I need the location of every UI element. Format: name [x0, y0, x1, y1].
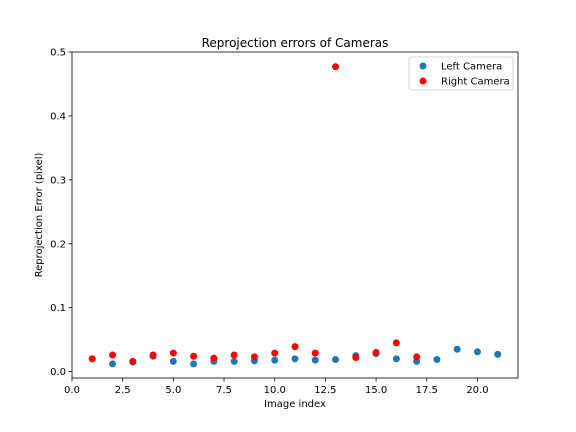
x-axis: 0.0 2.5 5.0 7.5 10.0 12.5 15.0 17.5 20.0: [64, 378, 489, 396]
data-point-left-camera: [332, 355, 340, 363]
x-tick-label: 20.0: [466, 385, 488, 396]
y-axis-label: Reprojection Error (pixel): [34, 153, 45, 278]
legend: Left Camera Right Camera: [408, 56, 514, 91]
data-point-right-camera: [230, 351, 238, 359]
data-point-left-camera: [190, 360, 198, 368]
y-tick-label: 0.4: [50, 111, 66, 122]
plot-frame: [71, 51, 519, 379]
data-point-left-camera: [473, 348, 481, 356]
data-point-left-camera: [291, 355, 299, 363]
data-point-right-camera: [190, 352, 198, 360]
data-point-right-camera: [311, 349, 319, 357]
data-point-right-camera: [149, 351, 157, 359]
y-tick-label: 0.1: [50, 303, 66, 314]
x-axis-label: Image index: [264, 399, 326, 410]
data-point-right-camera: [169, 349, 177, 357]
x-tick-label: 12.5: [314, 385, 336, 396]
data-point-left-camera: [311, 356, 319, 364]
y-tick-label: 0.2: [50, 239, 66, 250]
data-point-left-camera: [453, 345, 461, 353]
legend-marker-right-camera: [419, 77, 427, 85]
data-point-right-camera: [392, 339, 400, 347]
y-tick-label: 0.3: [50, 175, 66, 186]
x-tick-label: 17.5: [416, 385, 438, 396]
data-point-left-camera: [169, 357, 177, 365]
data-point-right-camera: [109, 351, 117, 359]
data-point-right-camera: [372, 348, 380, 356]
data-point-right-camera: [352, 354, 360, 362]
data-point-right-camera: [332, 63, 340, 71]
data-points: [88, 63, 502, 368]
data-point-right-camera: [210, 354, 218, 362]
y-tick-label: 0.0: [50, 367, 66, 378]
data-point-left-camera: [109, 360, 117, 368]
data-point-left-camera: [271, 356, 279, 364]
legend-box: [408, 56, 514, 91]
x-tick-label: 7.5: [216, 385, 232, 396]
legend-marker-left-camera: [419, 62, 427, 70]
x-tick-label: 0.0: [64, 385, 80, 396]
data-point-right-camera: [250, 353, 258, 361]
x-tick-label: 15.0: [365, 385, 387, 396]
legend-label-left-camera: Left Camera: [441, 62, 502, 73]
data-point-right-camera: [271, 349, 279, 357]
data-point-right-camera: [291, 343, 299, 351]
y-axis: 0.0 0.1 0.2 0.3 0.4 0.5: [50, 48, 72, 378]
x-tick-label: 2.5: [115, 385, 131, 396]
x-tick-label: 5.0: [165, 385, 181, 396]
data-point-right-camera: [88, 355, 96, 363]
x-tick-label: 10.0: [264, 385, 286, 396]
plot-area: [72, 52, 518, 378]
data-point-left-camera: [392, 355, 400, 363]
data-point-left-camera: [433, 355, 441, 363]
data-point-left-camera: [494, 350, 502, 358]
data-point-left-camera: [230, 357, 238, 365]
legend-label-right-camera: Right Camera: [441, 77, 510, 88]
data-point-right-camera: [129, 357, 137, 365]
chart-title: Reprojection errors of Cameras: [202, 36, 389, 50]
y-tick-label: 0.5: [50, 48, 66, 59]
data-point-right-camera: [413, 353, 421, 361]
